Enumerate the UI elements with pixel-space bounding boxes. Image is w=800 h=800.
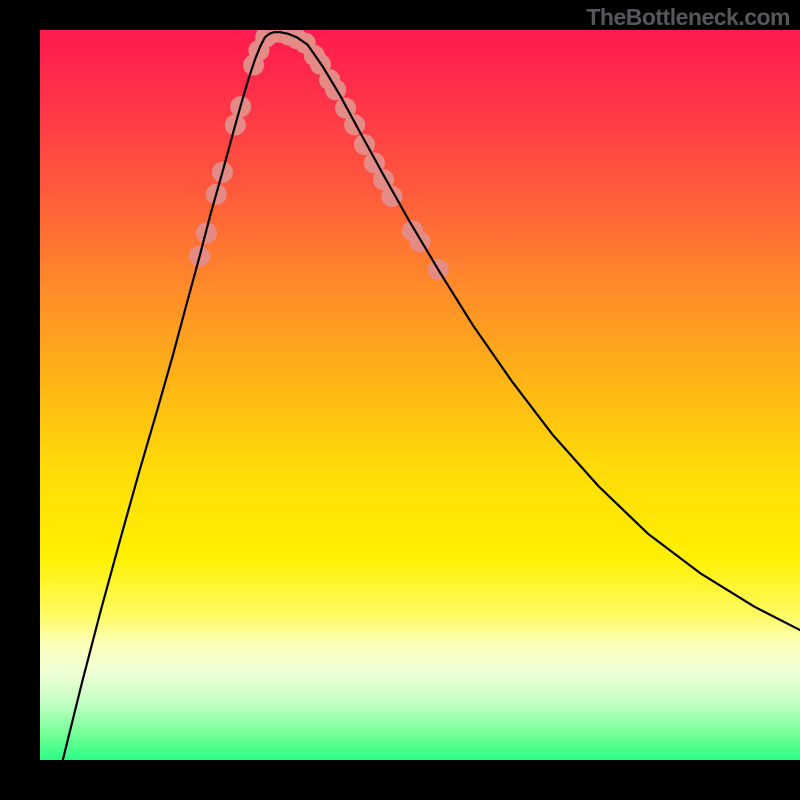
curve-layer	[40, 30, 800, 760]
watermark-text: TheBottleneck.com	[586, 4, 790, 31]
bottleneck-curve	[63, 32, 800, 760]
scatter-series	[190, 30, 449, 279]
scatter-point	[345, 115, 365, 135]
plot-area	[40, 30, 800, 760]
figure-root: TheBottleneck.com	[0, 0, 800, 800]
